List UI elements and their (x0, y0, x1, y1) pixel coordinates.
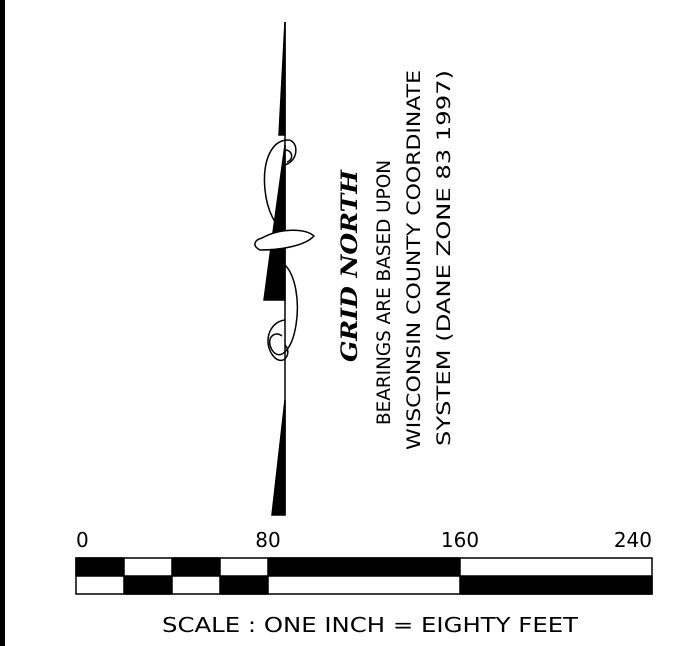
scale-bar (75, 557, 653, 595)
note-line: WISCONSIN COUNTY COORDINATE (403, 70, 425, 450)
scale-segment (123, 575, 173, 595)
scale-caption: SCALE : ONE INCH = EIGHTY FEET (162, 613, 579, 637)
scale-ticks: 0 80 160 240 (76, 528, 652, 552)
north-arrow (254, 21, 316, 516)
scale-tick-label: 0 (76, 528, 89, 552)
scale-segment (459, 575, 653, 595)
scale-tick-label: 160 (441, 528, 479, 552)
note-line: BEARINGS ARE BASED UPON (373, 160, 395, 425)
scale-segment (75, 557, 125, 577)
arrow-tail (271, 399, 286, 516)
arrow-tip (278, 21, 286, 136)
border-line (0, 0, 5, 646)
scale-tick-label: 240 (614, 528, 652, 552)
scale-segment (267, 557, 461, 577)
scale-segment (171, 557, 221, 577)
scale-segment (219, 575, 269, 595)
note-line: SYSTEM (DANE ZONE 83 1997) (433, 70, 455, 446)
scroll-curl (284, 149, 293, 163)
grid-north-label: GRID NORTH (337, 169, 363, 362)
scroll-upper (263, 139, 297, 236)
scroll-lower-curl (267, 319, 289, 362)
scroll-ribbon (254, 229, 316, 251)
scale-tick-label: 80 (255, 528, 280, 552)
